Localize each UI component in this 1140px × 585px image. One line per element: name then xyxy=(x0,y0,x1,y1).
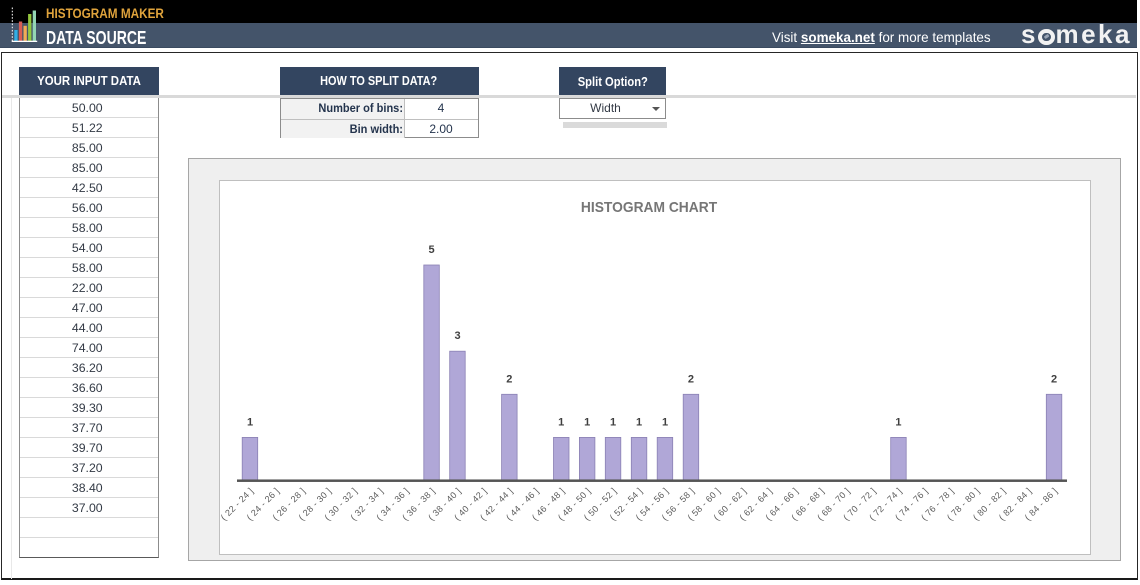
svg-text:1: 1 xyxy=(584,416,590,428)
svg-text:5: 5 xyxy=(428,244,434,256)
svg-text:1: 1 xyxy=(636,416,642,428)
svg-text:2: 2 xyxy=(506,373,512,385)
svg-text:2: 2 xyxy=(688,373,694,385)
svg-text:3: 3 xyxy=(454,330,460,342)
svg-text:1: 1 xyxy=(895,416,901,428)
svg-text:1: 1 xyxy=(662,416,668,428)
svg-text:2: 2 xyxy=(1051,373,1057,385)
svg-text:1: 1 xyxy=(610,416,616,428)
svg-text:1: 1 xyxy=(247,416,253,428)
svg-text:1: 1 xyxy=(558,416,564,428)
